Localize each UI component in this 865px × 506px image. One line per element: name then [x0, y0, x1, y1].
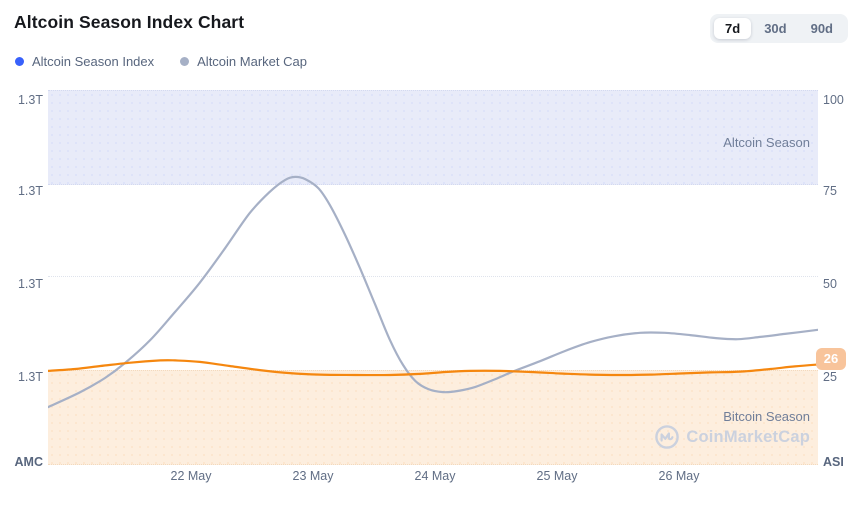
legend-item-altcoin-market-cap[interactable]: Altcoin Market Cap [180, 54, 307, 69]
line-series-canvas [48, 175, 818, 409]
watermark-text: CoinMarketCap [686, 427, 810, 446]
blue-dot-icon [15, 57, 24, 66]
altcoin-market-cap-line [48, 175, 818, 409]
altcoin-season-index-line [48, 359, 818, 377]
current-value-badge: 26 [816, 348, 846, 370]
range-button-7d[interactable]: 7d [714, 18, 752, 39]
right-axis-tick: 50 [823, 277, 837, 291]
x-axis-tick: 26 May [658, 469, 700, 483]
chart-legend: Altcoin Season Index Altcoin Market Cap [15, 54, 307, 69]
x-axis-tick: 25 May [536, 469, 578, 483]
right-axis-tick: 100 [823, 93, 844, 107]
coinmarketcap-watermark: CoinMarketCap [654, 424, 810, 450]
x-axis-tick: 23 May [292, 469, 334, 483]
bitcoin-season-band [48, 370, 818, 465]
legend-label: Altcoin Market Cap [197, 54, 307, 69]
right-axis-corner-label: ASI [823, 455, 844, 469]
legend-label: Altcoin Season Index [32, 54, 155, 69]
range-button-30d[interactable]: 30d [753, 18, 797, 39]
right-axis-tick: 25 [823, 370, 837, 384]
page-title: Altcoin Season Index Chart [14, 12, 245, 32]
coinmarketcap-logo-icon [655, 425, 680, 449]
chart-plot-area[interactable] [48, 90, 818, 465]
time-range-switcher: 7d 30d 90d [710, 14, 848, 43]
right-axis-tick: 75 [823, 184, 837, 198]
x-axis-tick: 22 May [170, 469, 212, 483]
left-axis-tick: 1.3T [17, 184, 43, 198]
left-axis-tick: 1.3T [17, 93, 43, 107]
bitcoin-season-region-label: Bitcoin Season [723, 409, 810, 424]
left-axis-tick: 1.3T [17, 370, 43, 384]
altcoin-season-region-label: Altcoin Season [723, 135, 810, 150]
left-axis-corner-label: AMC [14, 455, 43, 469]
gridline-50 [48, 276, 818, 277]
range-button-90d[interactable]: 90d [800, 18, 844, 39]
left-axis-tick: 1.3T [17, 277, 43, 291]
altcoin-season-band [48, 90, 818, 185]
x-axis-tick: 24 May [414, 469, 456, 483]
legend-item-altcoin-season-index[interactable]: Altcoin Season Index [15, 54, 154, 69]
gray-dot-icon [180, 57, 190, 66]
